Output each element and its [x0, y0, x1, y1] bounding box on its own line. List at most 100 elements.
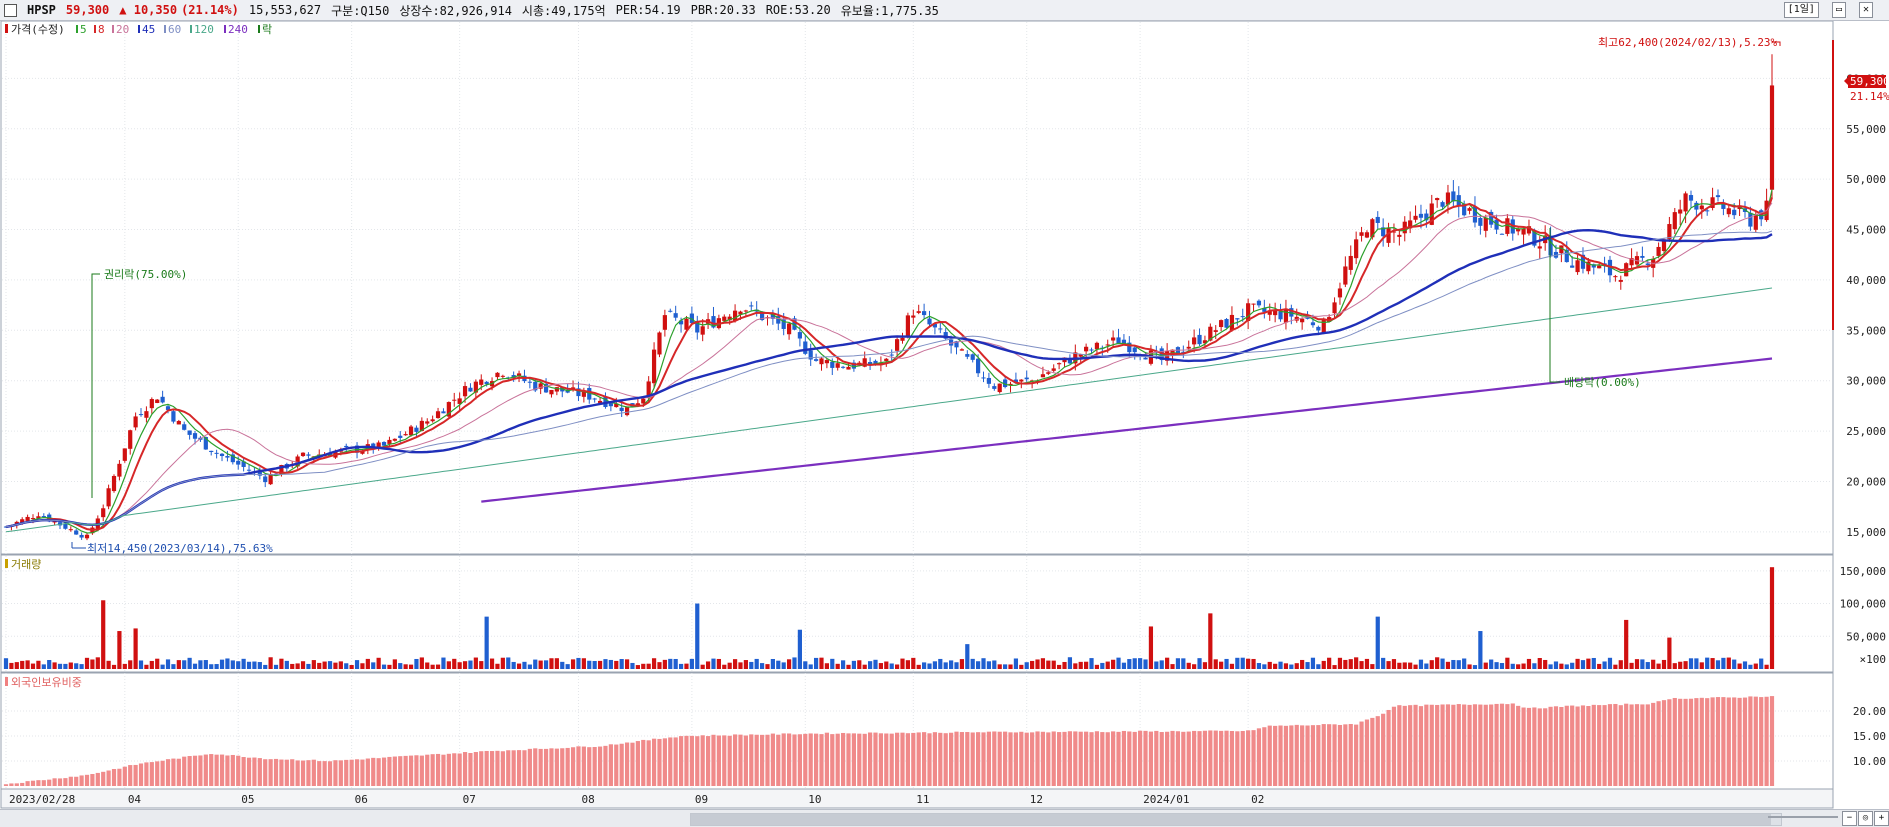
foreign-ownership-bar[interactable]: [446, 753, 451, 786]
candle-body[interactable]: [1213, 330, 1218, 332]
foreign-ownership-bar[interactable]: [149, 762, 154, 786]
volume-bar[interactable]: [1256, 663, 1262, 669]
volume-bar[interactable]: [1456, 660, 1461, 669]
candle-body[interactable]: [835, 363, 840, 368]
volume-bar[interactable]: [1370, 664, 1375, 669]
volume-bar[interactable]: [846, 664, 851, 669]
volume-bar[interactable]: [1100, 662, 1105, 669]
volume-bar[interactable]: [976, 661, 981, 669]
foreign-ownership-bar[interactable]: [1040, 731, 1046, 786]
foreign-ownership-bar[interactable]: [668, 737, 673, 786]
candle-body[interactable]: [1570, 265, 1575, 268]
foreign-ownership-bar[interactable]: [1154, 730, 1159, 786]
candle-body[interactable]: [1537, 246, 1542, 249]
candle-body[interactable]: [1267, 310, 1272, 315]
volume-bar[interactable]: [192, 663, 198, 669]
candle-body[interactable]: [1726, 208, 1731, 215]
candle-body[interactable]: [776, 316, 781, 324]
volume-bar[interactable]: [808, 664, 813, 669]
foreign-ownership-bar[interactable]: [543, 748, 549, 786]
foreign-ownership-bar[interactable]: [1667, 699, 1672, 786]
foreign-ownership-bar[interactable]: [1672, 697, 1677, 786]
foreign-ownership-bar[interactable]: [1256, 728, 1262, 786]
candle-body[interactable]: [1424, 213, 1429, 221]
volume-bar[interactable]: [803, 661, 808, 669]
candle-body[interactable]: [657, 332, 662, 355]
foreign-ownership-bar[interactable]: [506, 750, 511, 786]
volume-bar[interactable]: [949, 660, 954, 669]
volume-bar[interactable]: [1364, 658, 1370, 669]
foreign-ownership-bar[interactable]: [155, 761, 160, 786]
volume-bar[interactable]: [230, 660, 235, 669]
candle-body[interactable]: [668, 310, 673, 312]
candle-body[interactable]: [614, 403, 619, 408]
candle-body[interactable]: [1472, 206, 1478, 223]
volume-bar[interactable]: [160, 664, 165, 669]
volume-bar[interactable]: [387, 664, 392, 669]
foreign-ownership-bar[interactable]: [711, 734, 716, 786]
foreign-ownership-bar[interactable]: [1651, 702, 1656, 786]
candle-body[interactable]: [905, 315, 911, 338]
foreign-ownership-bar[interactable]: [560, 748, 565, 786]
candle-body[interactable]: [192, 433, 198, 439]
candle-body[interactable]: [1732, 209, 1737, 216]
volume-bar[interactable]: [516, 663, 522, 669]
volume-bar[interactable]: [1391, 659, 1397, 669]
foreign-ownership-bar[interactable]: [1424, 704, 1429, 786]
volume-bar[interactable]: [333, 662, 338, 669]
candle-body[interactable]: [1116, 337, 1121, 345]
foreign-ownership-bar[interactable]: [1618, 705, 1623, 786]
volume-bar[interactable]: [79, 664, 84, 669]
volume-bar[interactable]: [214, 664, 219, 669]
foreign-ownership-bar[interactable]: [106, 770, 111, 786]
candle-body[interactable]: [209, 450, 214, 453]
foreign-ownership-bar[interactable]: [354, 759, 360, 786]
volume-bar[interactable]: [581, 658, 586, 669]
volume-bar[interactable]: [749, 661, 754, 669]
candle-body[interactable]: [1516, 228, 1521, 232]
foreign-ownership-bar[interactable]: [1316, 725, 1321, 786]
candle-body[interactable]: [1748, 212, 1753, 227]
foreign-ownership-bar[interactable]: [619, 743, 624, 786]
candle-body[interactable]: [1262, 308, 1267, 312]
candle-body[interactable]: [128, 430, 133, 449]
volume-bar[interactable]: [506, 657, 511, 669]
volume-bar[interactable]: [381, 664, 387, 669]
volume-bar[interactable]: [489, 658, 495, 669]
volume-bar[interactable]: [1661, 659, 1667, 669]
candle-body[interactable]: [1067, 359, 1073, 364]
candle-body[interactable]: [830, 361, 835, 368]
foreign-ownership-bar[interactable]: [333, 760, 338, 786]
volume-bar[interactable]: [1289, 664, 1294, 669]
volume-bar[interactable]: [349, 665, 354, 669]
volume-bar[interactable]: [743, 660, 748, 669]
candle-body[interactable]: [911, 315, 916, 318]
volume-bar[interactable]: [1651, 659, 1656, 669]
candle-body[interactable]: [792, 318, 797, 330]
candle-body[interactable]: [840, 366, 846, 368]
foreign-ownership-bar[interactable]: [263, 759, 268, 786]
candle-body[interactable]: [1310, 322, 1316, 326]
volume-bar[interactable]: [922, 662, 927, 669]
volume-bar[interactable]: [1213, 659, 1218, 669]
candle-body[interactable]: [1591, 264, 1596, 268]
foreign-ownership-bar[interactable]: [1327, 724, 1332, 786]
candle-body[interactable]: [581, 390, 586, 397]
volume-bar[interactable]: [1548, 664, 1553, 669]
foreign-ownership-bar[interactable]: [1456, 704, 1461, 786]
volume-bar[interactable]: [970, 658, 975, 669]
foreign-ownership-bar[interactable]: [1494, 703, 1499, 786]
close-icon[interactable]: ✕: [1858, 2, 1873, 18]
foreign-ownership-bar[interactable]: [1132, 731, 1137, 786]
candle-body[interactable]: [1175, 347, 1181, 355]
candle-body[interactable]: [1224, 319, 1229, 328]
foreign-ownership-bar[interactable]: [484, 750, 489, 786]
volume-bar[interactable]: [252, 661, 257, 669]
volume-bar[interactable]: [1267, 661, 1272, 669]
volume-bar[interactable]: [392, 659, 397, 669]
candle-body[interactable]: [1645, 263, 1650, 265]
foreign-ownership-bar[interactable]: [1332, 724, 1337, 786]
volume-bar[interactable]: [1175, 658, 1181, 669]
foreign-ownership-bar[interactable]: [1024, 732, 1029, 786]
foreign-ownership-bar[interactable]: [403, 755, 408, 786]
